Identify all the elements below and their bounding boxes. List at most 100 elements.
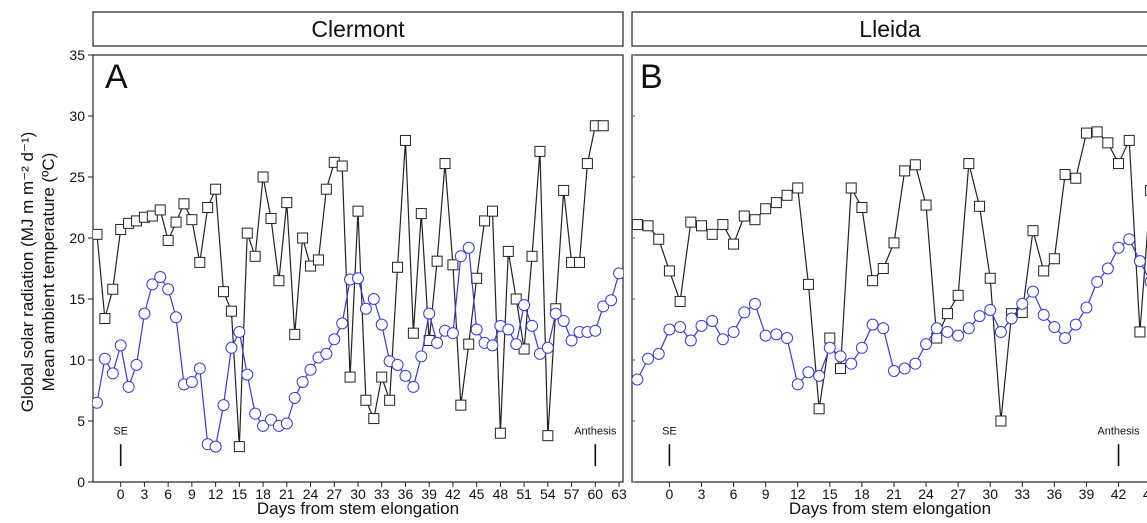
data-point-square xyxy=(99,313,111,325)
data-point-square xyxy=(1102,137,1114,149)
data-point-circle xyxy=(241,368,254,381)
data-point-square xyxy=(1145,184,1147,196)
data-point-square xyxy=(581,158,593,170)
data-point-square xyxy=(257,171,269,183)
data-point-square xyxy=(1027,225,1039,237)
data-point-circle xyxy=(642,352,655,365)
y-tick-label: 5 xyxy=(77,413,85,429)
temperature-series xyxy=(93,241,623,453)
data-point-square xyxy=(920,199,932,211)
data-point-circle xyxy=(146,278,159,291)
data-point-circle xyxy=(375,318,388,331)
data-point-circle xyxy=(304,363,317,376)
data-point-circle xyxy=(217,399,230,412)
y-tick-label: 25 xyxy=(69,169,85,185)
data-point-square xyxy=(856,202,868,213)
data-point-circle xyxy=(415,350,428,363)
data-point-circle xyxy=(138,307,151,320)
data-point-circle xyxy=(209,440,222,453)
data-point-circle xyxy=(154,271,167,284)
data-point-circle xyxy=(674,321,687,334)
x-tick-label: 3 xyxy=(141,486,149,502)
data-point-circle xyxy=(399,369,412,382)
data-point-circle xyxy=(320,347,333,360)
x-tick-label: 33 xyxy=(1015,486,1031,502)
data-point-square xyxy=(663,265,675,277)
x-tick-label: 0 xyxy=(117,486,125,502)
data-point-circle xyxy=(549,307,562,320)
data-point-square xyxy=(963,158,975,170)
data-point-circle xyxy=(652,347,665,360)
data-point-circle xyxy=(1091,275,1104,288)
x-tick-label: 12 xyxy=(790,486,806,502)
data-point-circle xyxy=(781,332,794,345)
data-point-circle xyxy=(352,272,364,285)
data-point-circle xyxy=(716,333,729,346)
data-point-square xyxy=(281,197,293,209)
data-point-circle xyxy=(632,373,644,386)
data-point-square xyxy=(802,278,814,290)
data-point-circle xyxy=(431,336,444,349)
data-point-square xyxy=(770,197,782,209)
data-point-circle xyxy=(106,367,119,380)
data-point-square xyxy=(392,261,404,273)
event-label: Anthesis xyxy=(574,425,617,437)
data-point-circle xyxy=(541,341,554,354)
data-point-circle xyxy=(130,358,143,371)
data-point-square xyxy=(486,205,498,217)
data-point-circle xyxy=(770,328,783,341)
data-point-circle xyxy=(791,378,804,391)
x-tick-label: 6 xyxy=(164,486,172,502)
data-point-square xyxy=(439,158,451,170)
x-tick-label: 45 xyxy=(1143,486,1147,502)
data-point-square xyxy=(320,183,332,195)
x-tick-label: 63 xyxy=(611,486,627,502)
y-axis-title-radiation: Global solar radiation (MJ m m⁻² d⁻¹) xyxy=(18,132,37,413)
data-point-square xyxy=(178,198,190,210)
data-point-circle xyxy=(391,358,404,371)
data-point-square xyxy=(941,308,953,320)
data-point-circle xyxy=(170,311,183,324)
data-point-square xyxy=(407,327,419,339)
data-point-circle xyxy=(973,310,986,323)
x-tick-label: 15 xyxy=(232,486,248,502)
data-point-circle xyxy=(359,302,372,315)
data-point-square xyxy=(909,159,921,171)
radiation-series xyxy=(632,126,1147,427)
data-point-circle xyxy=(98,352,111,365)
data-point-square xyxy=(336,160,348,172)
data-point-circle xyxy=(834,350,847,363)
panel-b-marks: 0369121518212427303336394245SEAnthesis xyxy=(632,54,1147,502)
data-point-circle xyxy=(367,293,380,305)
data-point-square xyxy=(273,275,285,287)
data-point-square xyxy=(534,145,546,157)
data-point-circle xyxy=(984,303,997,316)
data-point-square xyxy=(360,394,372,406)
data-point-square xyxy=(558,184,570,196)
data-point-circle xyxy=(1016,297,1029,310)
x-tick-label: 27 xyxy=(326,486,342,502)
data-point-square xyxy=(899,165,911,177)
data-point-square xyxy=(384,394,396,406)
radiation-series xyxy=(93,120,609,453)
x-tick-label: 3 xyxy=(698,486,706,502)
data-point-circle xyxy=(93,396,103,409)
x-tick-label: 24 xyxy=(303,486,319,502)
x-tick-label: 54 xyxy=(540,486,556,502)
data-point-square xyxy=(1070,172,1082,184)
data-point-square xyxy=(542,430,554,442)
data-point-circle xyxy=(1059,332,1072,345)
data-point-circle xyxy=(994,325,1007,338)
data-point-circle xyxy=(249,407,262,420)
data-point-square xyxy=(225,305,237,317)
x-tick-label: 39 xyxy=(1079,486,1095,502)
panel-b-title-strip xyxy=(631,11,1147,47)
data-point-square xyxy=(526,250,538,262)
data-point-square xyxy=(653,233,665,245)
data-point-square xyxy=(107,283,119,295)
x-tick-label: 30 xyxy=(982,486,998,502)
panel-a-title: Clermont xyxy=(311,16,405,42)
data-point-square xyxy=(813,403,825,415)
data-point-circle xyxy=(1112,241,1125,254)
